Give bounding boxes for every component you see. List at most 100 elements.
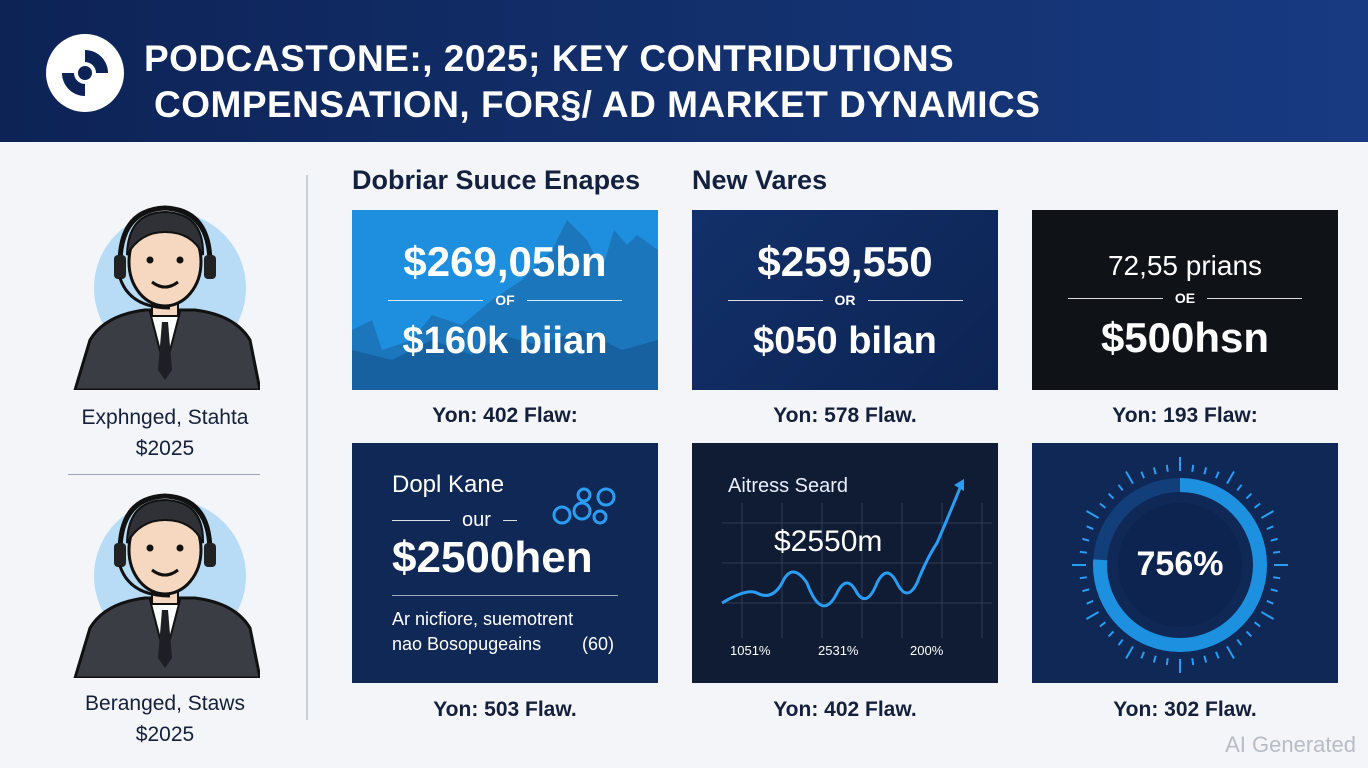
gauge-tick — [1086, 525, 1094, 530]
gauge-tick — [1215, 471, 1220, 479]
card-5-tick-3: 200% — [910, 643, 944, 658]
city-skyline-graphic — [352, 220, 658, 390]
gauge-tick — [1245, 630, 1253, 638]
card-3-caption: Yon: 193 Flaw: — [1112, 404, 1258, 427]
stat-card-2: $259,550 OR $050 bilan — [692, 210, 998, 390]
gauge-tick — [1152, 467, 1157, 475]
card-5-title: Aitress Seard — [728, 475, 849, 497]
gauge-tick — [1236, 484, 1243, 492]
gauge-graphic — [1072, 457, 1288, 673]
section-heading-right: New Vares — [692, 165, 828, 195]
card-4-title: Dopl Kane — [392, 471, 505, 498]
gauge-tick — [1273, 550, 1281, 554]
gauge-tick — [1266, 525, 1274, 530]
gauge-tick — [1079, 550, 1087, 554]
ai-generated-watermark: AI Generated — [1225, 732, 1356, 757]
stat-card-5: Aitress Seard $2550m 1051% 2531% 200% — [692, 443, 998, 683]
gauge-tick — [1260, 611, 1275, 620]
card-1-bottom-value: $160k biian — [402, 320, 608, 362]
gauge-tick — [1270, 537, 1278, 542]
stat-card-3: 72,55 prians OE $500hsn — [1032, 210, 1338, 390]
card-6-caption: Yon: 302 Flaw. — [1113, 698, 1257, 721]
person-2-caption: Beranged, Staws $2025 — [45, 688, 285, 750]
gauge-tick — [1226, 470, 1235, 485]
card-4-caption: Yon: 503 Flaw. — [433, 698, 577, 721]
gauge-tick — [1079, 576, 1087, 580]
gauge-tick — [1140, 471, 1145, 479]
card-1-separator-text: OF — [495, 292, 515, 308]
card-4-value: $2500hen — [392, 533, 593, 582]
gauge-tick — [1226, 645, 1235, 660]
gauge-tick — [1117, 484, 1124, 492]
vertical-divider — [306, 175, 308, 720]
person-1-caption: Exphnged, Stahta $2025 — [45, 402, 285, 464]
card-2-caption: Yon: 578 Flaw. — [773, 404, 917, 427]
gauge-tick — [1125, 645, 1134, 660]
card-5-tick-2: 2531% — [818, 643, 859, 658]
card-2-separator-text: OR — [834, 292, 856, 308]
gauge-tick — [1140, 651, 1145, 659]
gauge-tick — [1086, 600, 1094, 605]
gauge-tick — [1245, 492, 1253, 500]
gauge-tick — [1260, 510, 1275, 519]
person-avatar-2 — [73, 493, 260, 678]
person-2-year: $2025 — [135, 723, 195, 746]
gauge-tick — [1152, 655, 1157, 663]
gauge-tick — [1085, 510, 1100, 519]
card-3-separator-text: OE — [1174, 290, 1196, 306]
podcast-logo-icon — [46, 34, 124, 112]
card-6-value: 756% — [1136, 545, 1224, 583]
card-3-bottom-value: $500hsn — [1100, 314, 1270, 361]
gauge-tick — [1099, 502, 1107, 509]
stat-card-6: 756% — [1032, 443, 1338, 683]
card-2-bottom-value: $050 bilan — [753, 320, 937, 362]
gauge-tick — [1270, 588, 1278, 593]
card-4-note-badge: (60) — [582, 634, 615, 654]
gauge-tick — [1085, 611, 1100, 620]
gauge-tick — [1165, 464, 1169, 472]
gauge-tick — [1191, 658, 1195, 666]
gauge-tick — [1117, 638, 1124, 646]
card-5-value: $2550m — [774, 525, 883, 558]
gauge-tick — [1203, 467, 1208, 475]
trend-chart-graphic — [721, 479, 992, 638]
section-heading-left: Dobriar Suuce Enapes — [352, 165, 641, 195]
gauge-tick — [1082, 537, 1090, 542]
bubbles-icon — [552, 487, 616, 525]
person-1-name: Exphnged, Stahta — [81, 406, 249, 429]
gauge-tick — [1266, 600, 1274, 605]
gauge-tick — [1203, 655, 1208, 663]
gauge-tick — [1099, 621, 1107, 628]
gauge-tick — [1082, 588, 1090, 593]
card-1-top-value: $269,05bn — [403, 238, 607, 285]
gauge-tick — [1191, 464, 1195, 472]
gauge-tick — [1165, 658, 1169, 666]
gauge-tick — [1215, 651, 1220, 659]
page-title-line-2: COMPENSATION, FOR§/ AD MARKET DYNAMICS — [154, 84, 1041, 125]
gauge-tick — [1107, 630, 1115, 638]
gauge-tick — [1125, 470, 1134, 485]
person-2-name: Beranged, Staws — [85, 692, 245, 715]
card-4-separator: our — [392, 509, 517, 532]
page-title-line-1: PODCASTONE:, 2025; KEY CONTRIDUTIONS — [144, 38, 955, 79]
card-5-tick-1: 1051% — [730, 643, 771, 658]
card-4-separator-text: our — [462, 509, 491, 531]
person-avatar-1 — [73, 205, 260, 390]
card-1-caption: Yon: 402 Flaw: — [432, 404, 578, 427]
gauge-tick — [1107, 492, 1115, 500]
gauge-tick — [1253, 621, 1261, 628]
person-divider — [68, 474, 260, 475]
header-banner: PODCASTONE:, 2025; KEY CONTRIDUTIONS COM… — [0, 0, 1368, 142]
person-1-year: $2025 — [135, 437, 195, 460]
card-1-separator: OF — [352, 292, 658, 308]
gauge-tick — [1236, 638, 1243, 646]
gauge-progress-arc — [1093, 478, 1267, 652]
card-4-rule — [392, 595, 618, 596]
card-4-note-line-2: nao Bosopugeains — [392, 634, 542, 654]
card-2-top-value: $259,550 — [757, 238, 933, 285]
card-3-top-value: 72,55 prians — [1107, 250, 1263, 281]
card-2-separator: OR — [692, 292, 998, 308]
gauge-tick — [1253, 502, 1261, 509]
gauge-tick — [1273, 576, 1281, 580]
stat-card-4: Dopl Kane our $2500hen Ar nicfiore, suem… — [352, 443, 658, 683]
